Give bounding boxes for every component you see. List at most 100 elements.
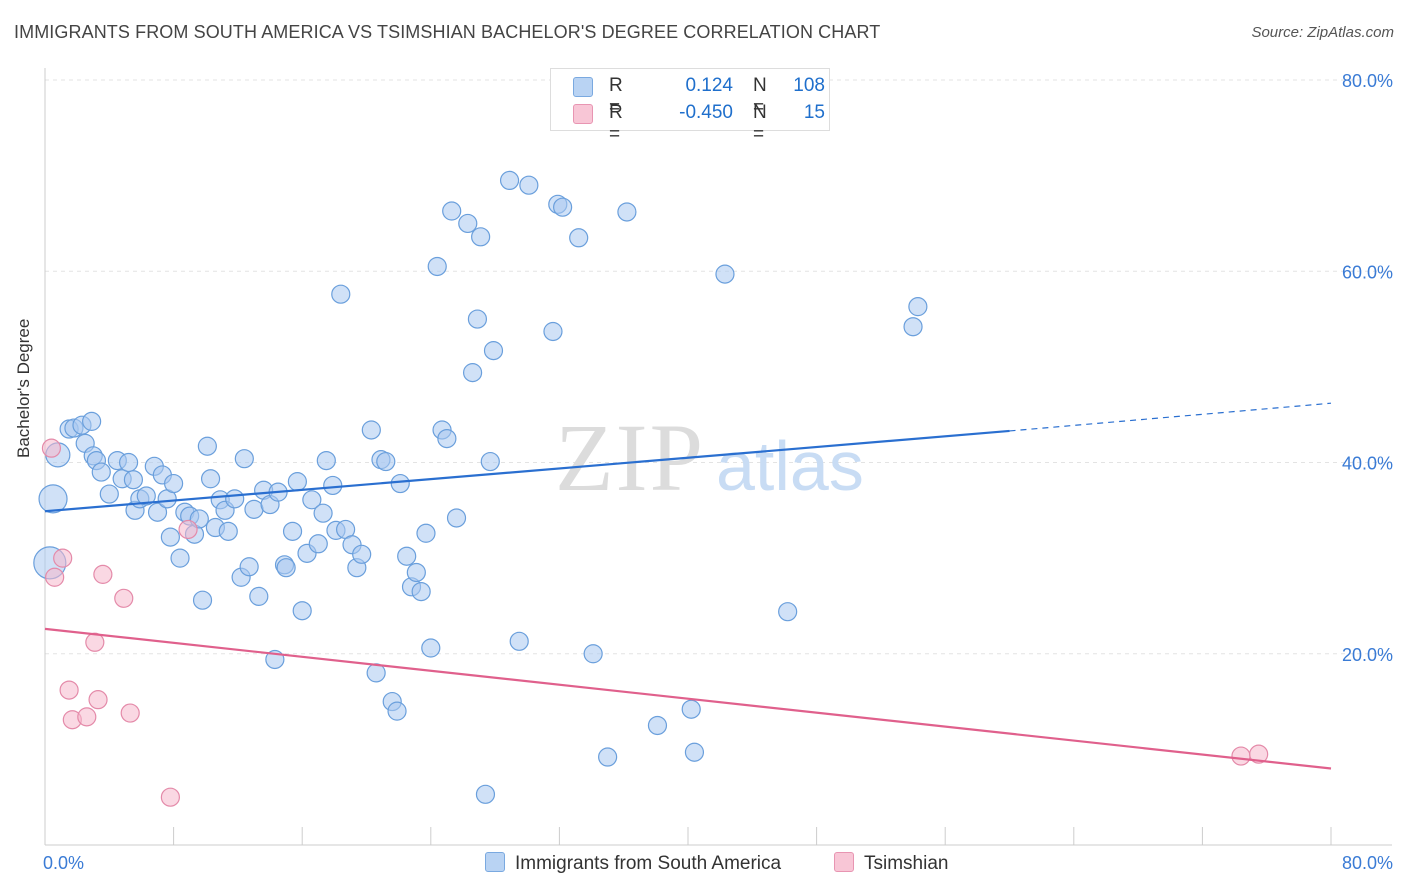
data-point-immigrants <box>170 548 190 568</box>
data-point-immigrants <box>352 544 372 564</box>
x-tick-label-max: 80.0% <box>1342 853 1393 873</box>
data-point-tsimshian <box>53 548 73 568</box>
legend-swatch-tsimshian <box>834 852 854 872</box>
y-tick-label: 60.0% <box>1342 262 1393 282</box>
source-label: Source: ZipAtlas.com <box>1251 24 1394 41</box>
data-point-immigrants <box>467 309 488 329</box>
legend-swatch-immigrants <box>485 852 505 872</box>
data-point-immigrants <box>331 284 351 304</box>
y-tick-label: 40.0% <box>1342 454 1393 474</box>
data-point-immigrants <box>302 490 322 510</box>
data-point-immigrants <box>462 363 483 383</box>
data-point-tsimshian <box>120 703 140 723</box>
data-point-tsimshian <box>77 707 97 727</box>
data-point-immigrants <box>308 534 328 554</box>
data-point-immigrants <box>118 452 139 473</box>
data-point-tsimshian <box>178 519 198 540</box>
data-point-immigrants <box>287 472 307 492</box>
data-point-immigrants <box>164 473 184 494</box>
data-point-immigrants <box>416 523 436 543</box>
data-point-immigrants <box>598 747 618 767</box>
data-point-immigrants <box>218 521 238 541</box>
data-point-immigrants <box>313 503 333 523</box>
data-point-immigrants <box>480 451 500 472</box>
data-point-immigrants <box>376 451 396 472</box>
data-point-immigrants <box>397 546 417 566</box>
data-point-immigrants <box>778 602 798 622</box>
data-point-immigrants <box>316 450 336 471</box>
data-point-immigrants <box>200 469 221 489</box>
data-point-tsimshian <box>1231 746 1251 766</box>
legend-swatch-immigrants <box>573 77 593 97</box>
trend-line-immigrants-extension <box>1009 402 1332 432</box>
data-point-immigrants <box>136 486 156 506</box>
trend-lines <box>44 402 1332 770</box>
data-point-immigrants <box>458 213 478 234</box>
legend-item-tsimshian: Tsimshian <box>834 852 948 875</box>
data-point-tsimshian <box>114 588 134 608</box>
data-point-tsimshian <box>93 564 113 584</box>
data-point-tsimshian <box>88 690 108 710</box>
legend-r-label: R = <box>609 75 623 118</box>
data-point-immigrants <box>99 484 119 504</box>
data-point-immigrants <box>249 586 269 606</box>
legend-n-value: 15 <box>803 102 825 123</box>
data-point-immigrants <box>234 449 254 469</box>
legend-r-label: R = <box>609 102 623 145</box>
legend-item-immigrants: Immigrants from South America <box>485 852 781 875</box>
data-point-immigrants <box>390 473 410 494</box>
legend-n-value: 108 <box>793 75 825 96</box>
x-tick-label-min: 0.0% <box>43 853 84 873</box>
data-point-immigrants <box>471 227 491 247</box>
data-point-immigrants <box>543 321 563 342</box>
data-point-immigrants <box>446 508 467 528</box>
data-point-immigrants <box>499 170 520 191</box>
legend-label-tsimshian: Tsimshian <box>864 853 949 874</box>
data-point-immigrants <box>903 317 923 337</box>
y-tick-label: 80.0% <box>1342 71 1393 91</box>
data-point-tsimshian <box>1249 744 1269 764</box>
data-point-immigrants <box>292 601 312 621</box>
data-point-immigrants <box>282 521 303 541</box>
data-point-immigrants <box>908 297 928 317</box>
y-axis-label: Bachelor's Degree <box>14 318 33 458</box>
legend-r-value: 0.124 <box>685 75 733 96</box>
data-point-tsimshian <box>41 438 62 458</box>
legend-swatch-tsimshian <box>573 104 593 124</box>
data-point-immigrants <box>553 197 573 217</box>
data-point-immigrants <box>509 631 529 651</box>
data-point-immigrants <box>197 436 217 456</box>
data-point-tsimshian <box>59 680 79 700</box>
data-point-immigrants <box>192 590 213 610</box>
data-point-immigrants <box>442 201 462 221</box>
watermark-atlas: atlas <box>716 427 864 505</box>
data-point-immigrants <box>475 784 496 804</box>
data-point-immigrants <box>483 341 504 361</box>
data-point-immigrants <box>147 502 168 522</box>
watermark: ZIP atlas <box>555 404 864 511</box>
data-point-immigrants <box>38 484 68 514</box>
correlation-legend: R = 0.124 N = 108 R = -0.450 N = 15 <box>550 68 830 145</box>
data-point-immigrants <box>715 264 735 284</box>
data-point-immigrants <box>323 475 343 496</box>
data-point-immigrants <box>681 699 701 719</box>
data-point-immigrants <box>519 175 539 195</box>
data-point-immigrants <box>421 638 441 658</box>
chart-title: IMMIGRANTS FROM SOUTH AMERICA VS TSIMSHI… <box>14 22 881 42</box>
legend-r-value: -0.450 <box>679 102 733 123</box>
data-point-immigrants <box>244 499 264 519</box>
y-tick-labels: 20.0% 40.0% 60.0% 80.0% <box>1342 71 1393 665</box>
data-point-immigrants <box>239 557 259 577</box>
data-point-immigrants <box>647 715 668 736</box>
data-point-immigrants <box>361 420 381 440</box>
data-point-immigrants <box>225 489 245 509</box>
data-point-immigrants <box>583 644 603 664</box>
data-point-immigrants <box>123 470 144 490</box>
legend-label-immigrants: Immigrants from South America <box>515 853 782 874</box>
data-point-immigrants <box>617 202 637 222</box>
data-point-immigrants <box>387 701 407 721</box>
data-point-immigrants <box>276 558 296 578</box>
data-point-tsimshian <box>160 787 180 807</box>
data-point-immigrants <box>91 462 111 482</box>
